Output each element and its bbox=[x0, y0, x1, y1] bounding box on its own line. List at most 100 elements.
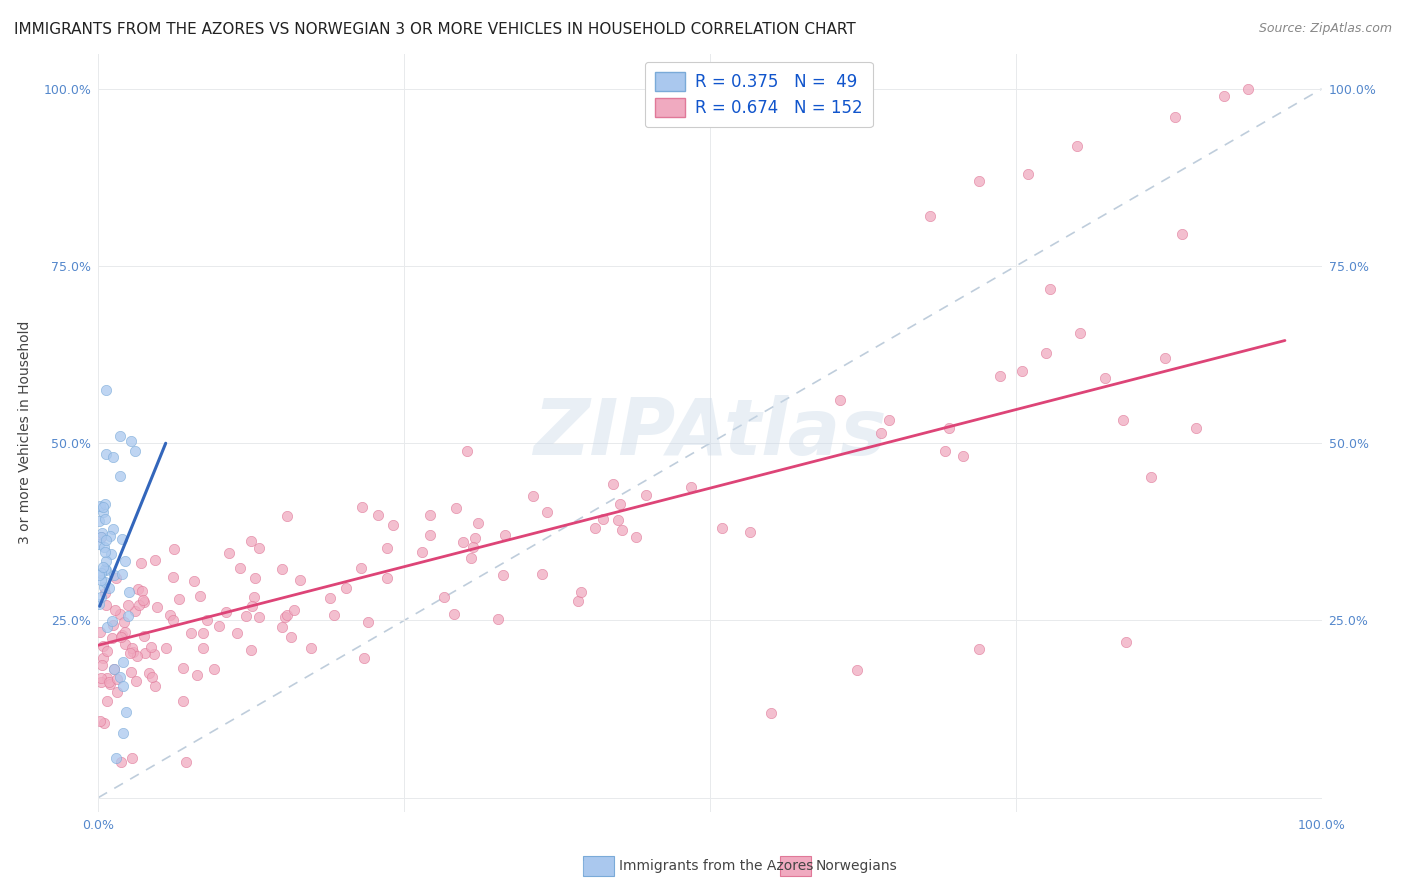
Point bbox=[609, 498, 631, 512]
Point bbox=[419, 528, 441, 542]
Point bbox=[117, 608, 139, 623]
Point bbox=[93, 545, 115, 559]
Point bbox=[186, 668, 208, 682]
Point bbox=[467, 516, 489, 530]
Point bbox=[174, 755, 197, 769]
Point bbox=[162, 613, 184, 627]
Point bbox=[167, 591, 190, 606]
Point bbox=[91, 505, 114, 519]
Point bbox=[1112, 412, 1135, 426]
Point bbox=[1154, 351, 1177, 365]
Point bbox=[91, 500, 114, 514]
Point bbox=[1039, 282, 1062, 296]
Point bbox=[419, 508, 441, 522]
Text: Norwegians: Norwegians bbox=[815, 859, 897, 873]
Point bbox=[90, 591, 112, 605]
Point bbox=[1237, 82, 1260, 96]
Point bbox=[247, 541, 270, 555]
Point bbox=[610, 523, 633, 537]
Point bbox=[93, 540, 115, 554]
Point bbox=[89, 514, 111, 528]
Point bbox=[134, 629, 156, 643]
Point bbox=[105, 685, 128, 699]
Point bbox=[94, 533, 117, 548]
Point bbox=[1094, 370, 1116, 384]
Point bbox=[128, 599, 150, 613]
Point bbox=[94, 599, 117, 613]
Point bbox=[270, 561, 292, 575]
Point bbox=[114, 615, 136, 629]
Point bbox=[276, 607, 298, 622]
Point bbox=[114, 554, 136, 568]
Point bbox=[89, 624, 111, 639]
Point bbox=[108, 670, 131, 684]
Point bbox=[101, 631, 124, 645]
Point bbox=[124, 444, 146, 458]
Point bbox=[117, 598, 139, 612]
Point bbox=[280, 630, 302, 644]
Point bbox=[218, 546, 240, 560]
Point bbox=[202, 662, 225, 676]
Point bbox=[1212, 89, 1234, 103]
Point bbox=[636, 488, 658, 502]
Point bbox=[103, 450, 125, 465]
Point bbox=[90, 530, 112, 544]
Point bbox=[567, 594, 589, 608]
Point bbox=[357, 615, 380, 629]
Point bbox=[367, 508, 389, 522]
Point bbox=[276, 509, 298, 524]
Point bbox=[131, 593, 153, 607]
Point bbox=[624, 531, 647, 545]
Point bbox=[443, 607, 465, 622]
Point bbox=[143, 553, 166, 567]
Point bbox=[96, 447, 118, 461]
Point bbox=[138, 666, 160, 681]
Point bbox=[381, 517, 404, 532]
Point bbox=[322, 607, 344, 622]
Point bbox=[100, 548, 122, 562]
Point bbox=[155, 640, 177, 655]
Point bbox=[139, 640, 162, 655]
Point bbox=[125, 673, 148, 688]
Point bbox=[583, 521, 606, 535]
Point bbox=[96, 383, 118, 397]
Point bbox=[91, 639, 114, 653]
Point bbox=[1140, 470, 1163, 484]
Point bbox=[486, 612, 509, 626]
Point bbox=[101, 618, 124, 632]
Point bbox=[226, 625, 249, 640]
Point bbox=[172, 661, 194, 675]
Point bbox=[131, 583, 153, 598]
Point bbox=[464, 531, 486, 545]
Point bbox=[299, 641, 322, 656]
Point bbox=[91, 651, 114, 665]
Point bbox=[215, 605, 238, 619]
Legend: R = 0.375   N =  49, R = 0.674   N = 152: R = 0.375 N = 49, R = 0.674 N = 152 bbox=[645, 62, 873, 127]
Point bbox=[191, 626, 214, 640]
Text: □: □ bbox=[581, 857, 600, 877]
Point bbox=[870, 426, 893, 441]
Point bbox=[120, 665, 142, 680]
Point bbox=[375, 571, 398, 585]
Point bbox=[101, 614, 124, 628]
Point bbox=[110, 429, 132, 443]
Text: Immigrants from the Azores: Immigrants from the Azores bbox=[619, 859, 813, 873]
Point bbox=[104, 751, 127, 765]
Point bbox=[121, 751, 143, 765]
Point bbox=[94, 512, 117, 526]
Point bbox=[127, 582, 149, 597]
Point bbox=[89, 714, 111, 729]
Point bbox=[111, 566, 134, 581]
Point bbox=[1115, 634, 1137, 648]
Point bbox=[96, 553, 118, 567]
Point bbox=[934, 443, 956, 458]
Point bbox=[120, 646, 142, 660]
Point bbox=[592, 512, 614, 526]
Point bbox=[159, 607, 181, 622]
Text: ZIPAtlas: ZIPAtlas bbox=[533, 394, 887, 471]
Point bbox=[110, 755, 132, 769]
Point bbox=[93, 586, 115, 600]
Point bbox=[141, 670, 163, 684]
Point bbox=[1171, 227, 1194, 241]
Point bbox=[988, 369, 1011, 384]
